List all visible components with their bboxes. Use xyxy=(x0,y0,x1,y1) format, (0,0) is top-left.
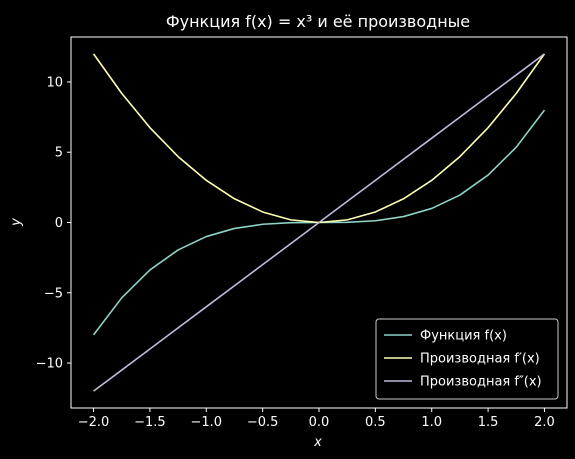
x-tick-label: −0.5 xyxy=(247,415,279,430)
x-tick-label: −2.0 xyxy=(78,415,110,430)
legend-box xyxy=(375,318,559,400)
legend: Функция f(x) Производная f′(x) Производная… xyxy=(375,318,559,400)
series-line-3 xyxy=(93,53,545,392)
x-tick-label: −1.5 xyxy=(134,415,166,430)
y-tick-label: 10 xyxy=(46,75,63,90)
x-axis-label: x xyxy=(313,435,322,450)
x-tick-label: −1.0 xyxy=(190,415,222,430)
y-tick-label: −5 xyxy=(44,286,63,301)
y-tick-label: 0 xyxy=(55,216,63,231)
y-axis-label: y xyxy=(9,218,24,227)
y-tick-label: −10 xyxy=(36,357,63,372)
chart-title: Функция f(x) = x³ и её производные xyxy=(166,12,470,31)
legend-label-3: Производная f″(x) xyxy=(420,375,542,390)
legend-label-2: Производная f′(x) xyxy=(420,352,540,367)
x-tick-label: 1.5 xyxy=(478,415,499,430)
y-tick-label: 5 xyxy=(55,146,63,161)
x-tick-label: 0.5 xyxy=(365,415,386,430)
x-tick-label: 1.0 xyxy=(421,415,442,430)
legend-label-1: Функция f(x) xyxy=(420,329,507,344)
x-tick-label: 0.0 xyxy=(309,415,330,430)
series-line-2 xyxy=(92,53,546,224)
x-tick-label: 2.0 xyxy=(534,415,555,430)
